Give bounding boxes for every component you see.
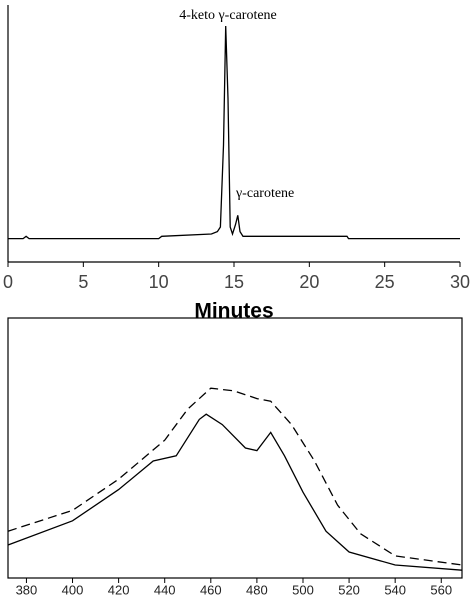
x-tick-label: 500: [292, 582, 314, 597]
x-tick-label: 15: [224, 272, 244, 292]
x-tick-label: 400: [62, 582, 84, 597]
annotation: 4-keto γ-carotene: [179, 8, 277, 23]
x-tick-label: 560: [430, 582, 452, 597]
x-tick-label: 440: [154, 582, 176, 597]
annotation: γ-carotene: [235, 186, 294, 201]
x-tick-label: 460: [200, 582, 222, 597]
plot-frame: [7, 317, 463, 579]
x-tick-label: 20: [299, 272, 319, 292]
x-tick-label: 520: [338, 582, 360, 597]
data-line: [7, 387, 463, 566]
x-tick-label: 25: [375, 272, 395, 292]
x-tick-label: 540: [384, 582, 406, 597]
data-line: [8, 25, 460, 240]
data-line: [7, 413, 463, 571]
x-tick-label: 10: [149, 272, 169, 292]
x-tick-label: 380: [16, 582, 38, 597]
x-tick-label: 0: [3, 272, 13, 292]
x-axis-label: Minutes: [194, 300, 273, 323]
x-tick-label: 420: [108, 582, 130, 597]
x-tick-label: 5: [78, 272, 88, 292]
x-tick-label: 30: [450, 272, 470, 292]
x-tick-label: 480: [246, 582, 268, 597]
